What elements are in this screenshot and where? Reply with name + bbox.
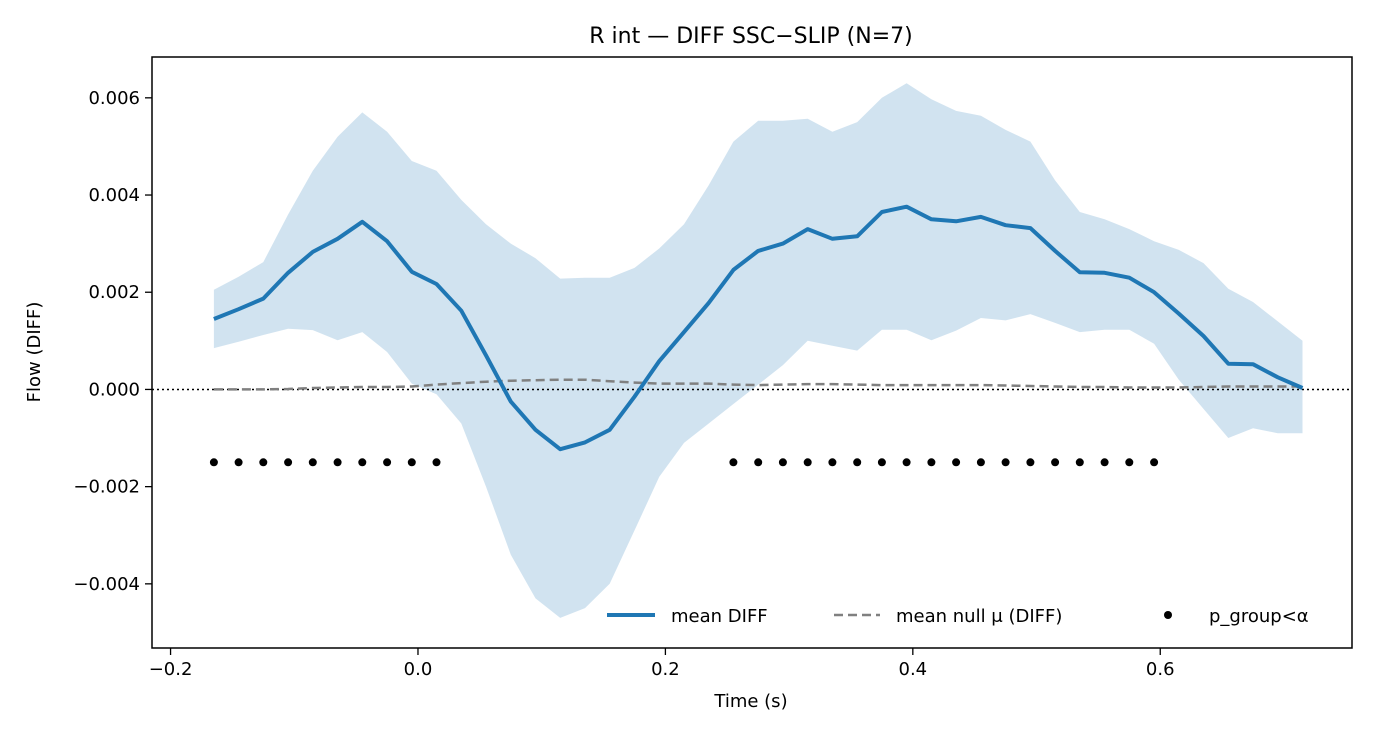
y-tick-label: 0.004 bbox=[88, 185, 140, 206]
significance-point bbox=[778, 458, 787, 467]
significance-point bbox=[234, 458, 243, 467]
y-tick-label: 0.000 bbox=[88, 379, 140, 400]
legend-label-significance: p_group<α bbox=[1209, 606, 1309, 627]
y-tick-label: −0.002 bbox=[73, 477, 140, 498]
significance-point bbox=[976, 458, 985, 467]
significance-point bbox=[853, 458, 862, 467]
significance-point bbox=[1125, 458, 1134, 467]
series-line-mean-diff bbox=[213, 204, 1304, 452]
x-tick-label: 0.4 bbox=[899, 659, 928, 680]
x-tick-label: −0.2 bbox=[149, 659, 193, 680]
significance-point bbox=[358, 458, 367, 467]
significance-point bbox=[333, 458, 342, 467]
significance-point bbox=[927, 458, 936, 467]
x-tick-label: 0.6 bbox=[1146, 659, 1175, 680]
significance-point bbox=[754, 458, 763, 467]
significance-point bbox=[729, 458, 738, 467]
significance-point bbox=[902, 458, 911, 467]
significance-point bbox=[383, 458, 392, 467]
significance-point bbox=[432, 458, 441, 467]
significance-point bbox=[1075, 458, 1084, 467]
y-tick-label: 0.002 bbox=[88, 282, 140, 303]
legend-label-null: mean null μ (DIFF) bbox=[896, 606, 1062, 627]
significance-point bbox=[1150, 458, 1159, 467]
y-tick-label: 0.006 bbox=[88, 88, 140, 109]
plot-frame bbox=[151, 56, 1353, 649]
significance-point bbox=[877, 458, 886, 467]
significance-point bbox=[803, 458, 812, 467]
significance-point bbox=[407, 458, 416, 467]
y-axis-title: Flow (DIFF) bbox=[24, 302, 45, 403]
significance-point bbox=[952, 458, 961, 467]
x-tick-label: 0.2 bbox=[651, 659, 680, 680]
significance-point bbox=[828, 458, 837, 467]
legend: mean DIFF mean null μ (DIFF) p_group<α bbox=[607, 606, 1309, 627]
significance-point bbox=[1100, 458, 1109, 467]
significance-point bbox=[1026, 458, 1035, 467]
significance-point bbox=[259, 458, 268, 467]
significance-point bbox=[1001, 458, 1010, 467]
legend-label-mean: mean DIFF bbox=[671, 606, 768, 627]
x-axis-title: Time (s) bbox=[713, 691, 787, 712]
significance-point bbox=[1051, 458, 1060, 467]
legend-swatch-significance bbox=[1164, 611, 1172, 619]
confidence-band bbox=[213, 83, 1303, 618]
significance-point bbox=[308, 458, 317, 467]
y-tick-label: −0.004 bbox=[73, 574, 140, 595]
significance-point bbox=[284, 458, 293, 467]
x-tick-label: 0.0 bbox=[404, 659, 433, 680]
significance-point bbox=[209, 458, 218, 467]
chart-title: R int — DIFF SSC−SLIP (N=7) bbox=[589, 24, 912, 49]
